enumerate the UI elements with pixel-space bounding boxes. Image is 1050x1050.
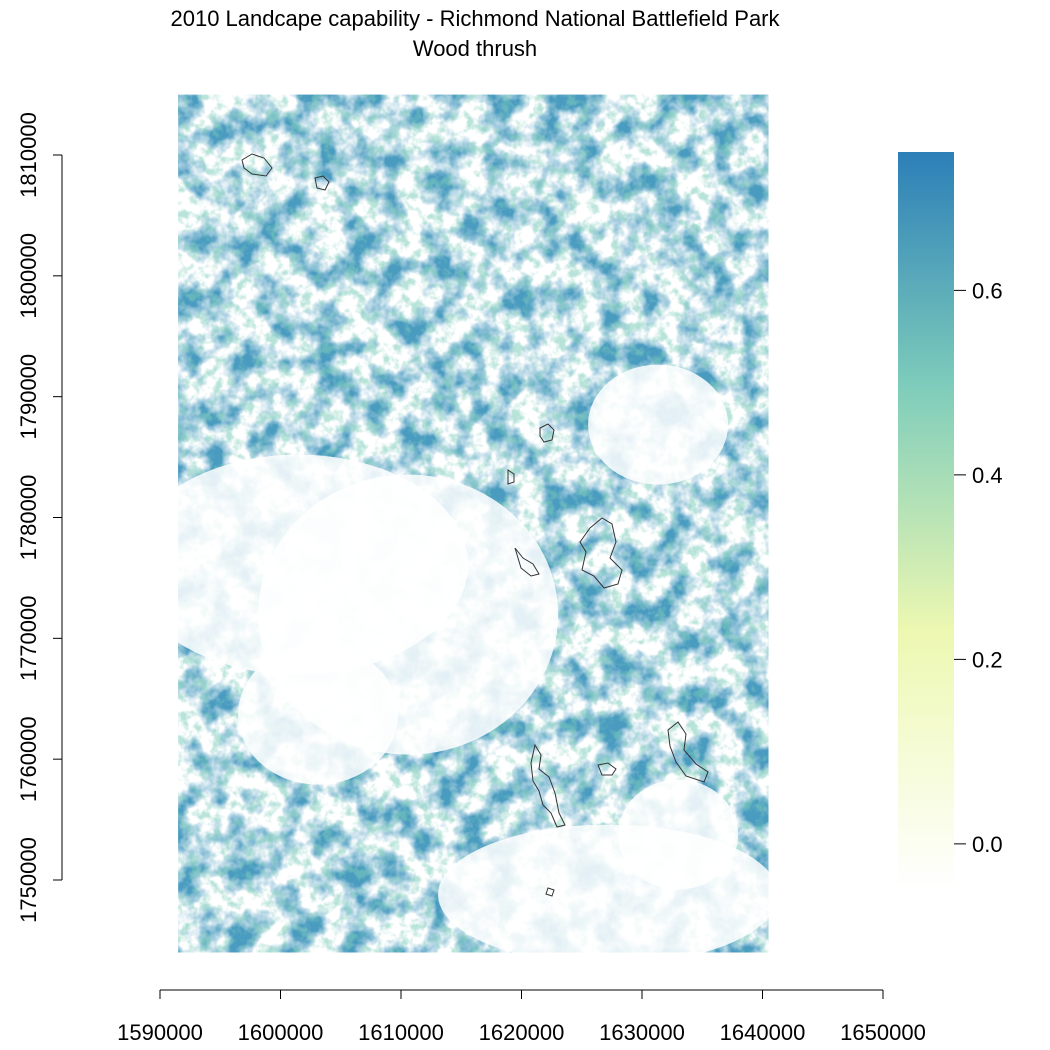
y-tick-label: 1760000 — [16, 716, 41, 802]
y-tick-label: 1790000 — [16, 354, 41, 440]
x-axis: 1590000 1600000 1610000 1620000 1630000 16400… — [117, 989, 926, 1045]
y-tick-label: 1770000 — [16, 596, 41, 682]
x-tick-label: 1610000 — [358, 1020, 444, 1045]
park-unit-outline — [507, 469, 515, 485]
x-tick-label: 1640000 — [720, 1020, 806, 1045]
y-axis: 1750000 1760000 1770000 1780000 1790000 18000… — [16, 112, 63, 923]
x-tick-label: 1600000 — [238, 1020, 324, 1045]
y-tick-label: 1750000 — [16, 837, 41, 923]
raster-open-area — [588, 364, 729, 485]
legend-tick-label: 0.4 — [972, 463, 1003, 488]
legend-tick-label: 0.6 — [972, 278, 1003, 303]
legend-colorbar — [898, 152, 954, 890]
park-unit-outline — [241, 153, 273, 177]
x-tick-label: 1590000 — [117, 1020, 203, 1045]
park-unit-outline — [597, 762, 617, 776]
y-tick-label: 1810000 — [16, 112, 41, 198]
raster-open-area — [438, 824, 779, 965]
park-boundary-outlines — [241, 153, 709, 897]
habitat-raster — [128, 94, 779, 965]
x-tick-label: 1650000 — [840, 1020, 926, 1045]
park-unit-outline — [579, 517, 623, 589]
color-legend: 0.0 0.2 0.4 0.6 — [898, 152, 1003, 890]
y-tick-label: 1800000 — [16, 233, 41, 319]
raster-open-area — [238, 644, 399, 785]
park-unit-outline — [539, 423, 555, 443]
map-subtitle: Wood thrush — [412, 36, 538, 61]
park-unit-outline — [530, 743, 566, 828]
park-unit-outline — [545, 887, 555, 897]
park-unit-outline — [514, 547, 540, 577]
map-title: 2010 Landcape capability - Richmond Nati… — [170, 6, 780, 31]
park-unit-outline — [314, 175, 330, 191]
x-tick-label: 1630000 — [599, 1020, 685, 1045]
park-unit-outline — [667, 721, 709, 783]
y-tick-label: 1780000 — [16, 475, 41, 561]
x-tick-label: 1620000 — [479, 1020, 565, 1045]
legend-tick-label: 0.0 — [972, 832, 1003, 857]
legend-tick-label: 0.2 — [972, 647, 1003, 672]
